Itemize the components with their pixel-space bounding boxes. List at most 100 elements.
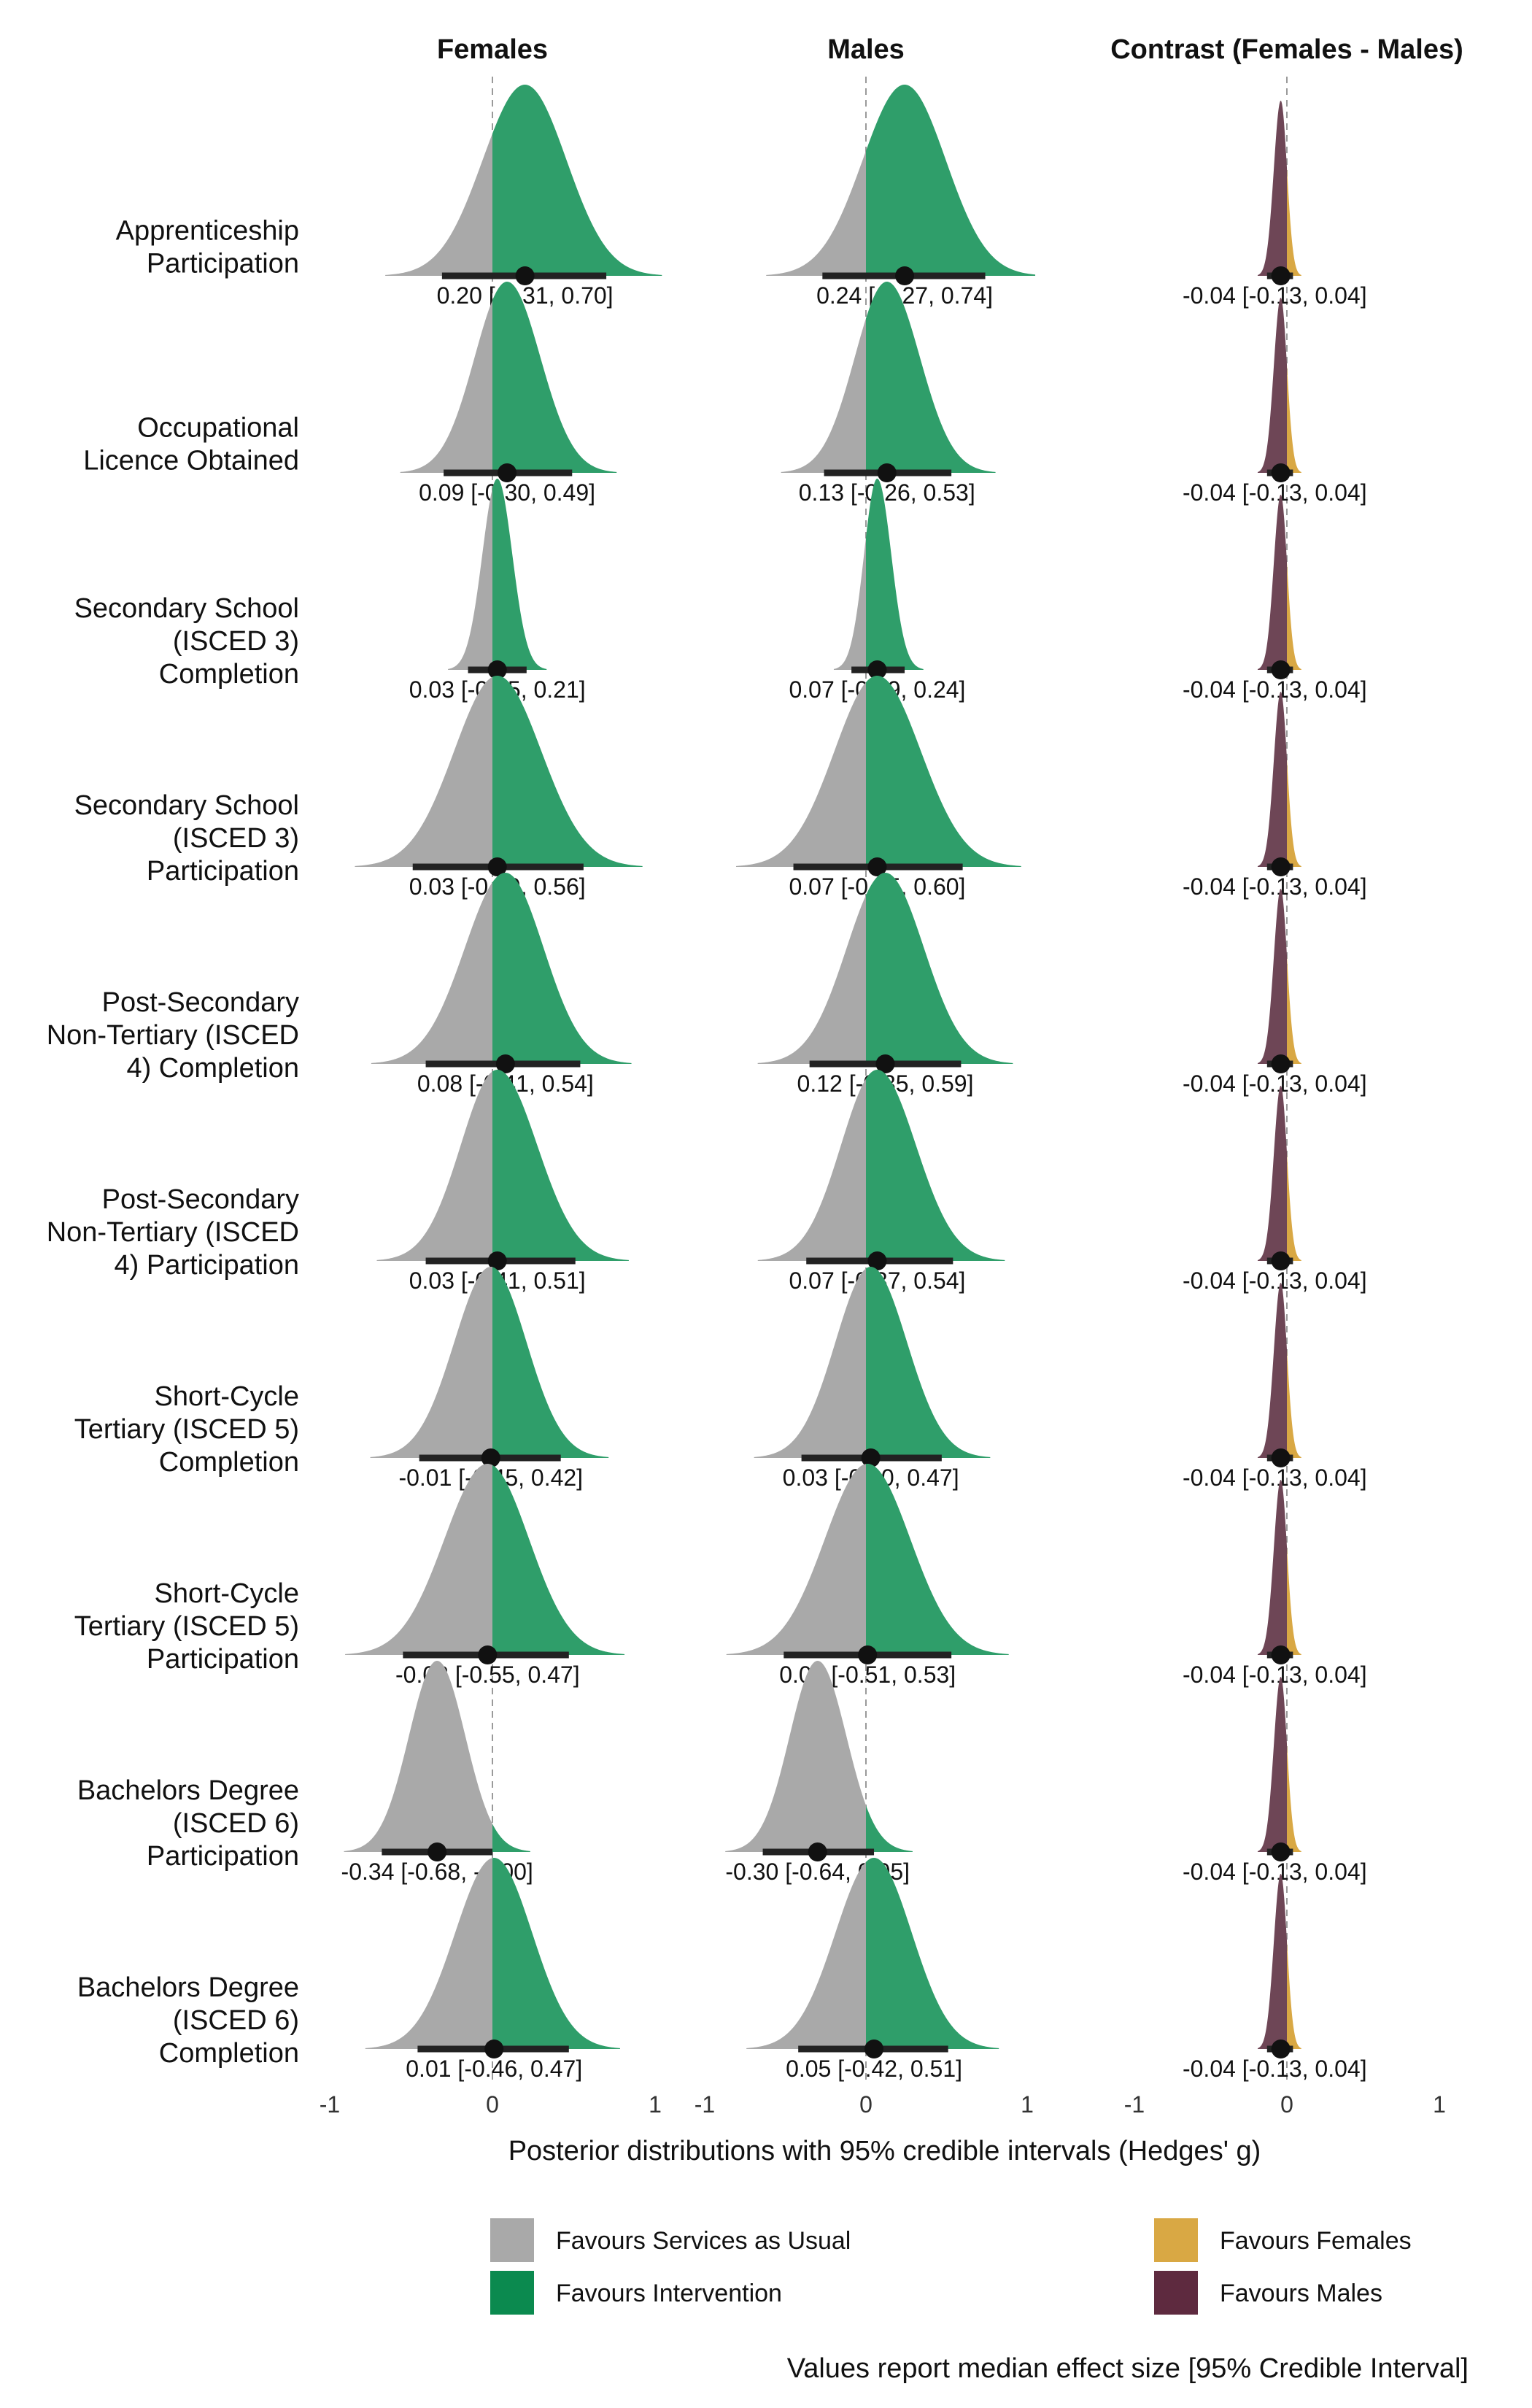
contrast-estimate-label: -0.04 [-0.13, 0.04]: [1183, 282, 1367, 309]
contrast-median-point: [1271, 857, 1291, 876]
males-median-point: [867, 1251, 887, 1270]
females-median-point: [495, 1054, 515, 1073]
row-label-line: Bachelors Degree: [77, 1775, 299, 1806]
row-label-line: Participation: [147, 249, 299, 279]
females-density-below-zero: [365, 1858, 492, 2049]
panel-title-males: Males: [827, 34, 905, 65]
contrast-median-point: [1271, 660, 1291, 679]
females-estimate-label: 0.01 [-0.46, 0.47]: [406, 2056, 582, 2082]
contrast-x-tick-label: 1: [1433, 2091, 1446, 2118]
row-group: Short-Cycle Tertiary (ISCED 5) Participati…: [74, 1464, 1367, 1688]
row-label: Occupational Licence Obtained: [83, 413, 299, 476]
males-density-below-zero: [766, 150, 866, 276]
females-density-below-zero: [355, 676, 492, 867]
contrast-density-above-zero: [1287, 167, 1301, 276]
contrast-density-below-zero: [1257, 1677, 1287, 1852]
contrast-density-below-zero: [1257, 495, 1287, 670]
contrast-median-point: [1271, 1645, 1291, 1664]
legend-label: Favours Females: [1220, 2227, 1412, 2255]
panel-title-females: Females: [437, 34, 548, 65]
contrast-density-above-zero: [1287, 561, 1301, 670]
row-label-line: Short-Cycle: [155, 1381, 300, 1412]
row-label: Bachelors Degree (ISCED 6) Participation: [77, 1775, 299, 1872]
females-median-point: [428, 1842, 447, 1861]
females-density-below-zero: [370, 1267, 492, 1458]
row-label-line: (ISCED 6): [173, 1808, 299, 1839]
males-median-point: [895, 266, 915, 285]
row-group: Apprenticeship Participation 0.20 [-0.31, …: [116, 85, 1367, 309]
legend-swatch: [490, 2218, 534, 2262]
females-median-point: [515, 266, 535, 285]
males-density-above-zero: [866, 85, 1036, 276]
row-label: Secondary School (ISCED 3) Participation: [74, 790, 299, 887]
females-median-point: [487, 1251, 507, 1270]
males-density-below-zero: [757, 895, 866, 1064]
row-label: Secondary School (ISCED 3) Completion: [74, 593, 299, 690]
contrast-estimate-label: -0.04 [-0.13, 0.04]: [1183, 1662, 1367, 1688]
males-median-point: [864, 2040, 884, 2058]
legend-swatch: [1154, 2271, 1198, 2315]
contrast-density-below-zero: [1257, 1086, 1287, 1261]
legend-label: Favours Intervention: [556, 2280, 782, 2307]
contrast-density-below-zero: [1257, 889, 1287, 1064]
row-label-line: Post-Secondary: [102, 987, 299, 1018]
females-density-below-zero: [345, 1464, 492, 1655]
contrast-estimate-label: -0.04 [-0.13, 0.04]: [1183, 873, 1367, 900]
contrast-median-point: [1271, 1448, 1291, 1467]
males-density-below-zero: [746, 1861, 866, 2049]
legend-swatch: [1154, 2218, 1198, 2262]
males-density-below-zero: [754, 1268, 866, 1458]
females-estimate-label: 0.09 [-0.30, 0.49]: [419, 479, 595, 506]
contrast-density-below-zero: [1257, 101, 1287, 276]
females-density-below-zero: [400, 300, 492, 473]
row-label-line: Non-Tertiary (ISCED: [47, 1217, 299, 1248]
contrast-median-point: [1271, 2040, 1291, 2058]
females-density-above-zero: [492, 1267, 609, 1458]
females-median-point: [487, 857, 507, 876]
females-density-above-zero: [492, 282, 617, 473]
contrast-median-point: [1271, 1842, 1291, 1861]
row-label: Short-Cycle Tertiary (ISCED 5) Participati…: [74, 1578, 299, 1675]
row-label-line: Secondary School: [74, 593, 299, 624]
row-label: Post-Secondary Non-Tertiary (ISCED 4) Comp…: [47, 987, 299, 1084]
row-group: Secondary School (ISCED 3) Participation 0.…: [74, 676, 1367, 900]
males-x-tick-label: 0: [859, 2091, 873, 2118]
row-group: Short-Cycle Tertiary (ISCED 5) Completion -…: [74, 1267, 1367, 1491]
males-median-point: [875, 1054, 895, 1073]
row-label-line: Apprenticeship: [116, 216, 299, 247]
row-label-line: Participation: [147, 1644, 299, 1675]
row-label-line: 4) Completion: [126, 1053, 299, 1084]
females-density-above-zero: [492, 479, 547, 670]
females-x-tick-label: -1: [320, 2091, 340, 2118]
row-label-line: (ISCED 3): [173, 823, 299, 854]
females-density-above-zero: [492, 1824, 530, 1852]
row-label-line: Short-Cycle: [155, 1578, 300, 1609]
males-density-below-zero: [726, 1464, 866, 1655]
contrast-x-tick-label: -1: [1124, 2091, 1145, 2118]
contrast-median-point: [1271, 463, 1291, 482]
males-estimate-label: 0.05 [-0.42, 0.51]: [786, 2056, 962, 2082]
contrast-density-above-zero: [1287, 1546, 1301, 1655]
males-median-point: [858, 1645, 878, 1664]
females-density-below-zero: [376, 1071, 492, 1261]
males-x-tick-label: 1: [1021, 2091, 1034, 2118]
contrast-estimate-label: -0.04 [-0.13, 0.04]: [1183, 1070, 1367, 1097]
females-x-tick-label: 1: [649, 2091, 662, 2118]
males-median-point: [867, 857, 887, 876]
males-density-below-zero: [735, 682, 866, 867]
females-density-above-zero: [492, 873, 632, 1064]
row-label-line: 4) Participation: [115, 1250, 299, 1281]
row-label-line: Completion: [159, 659, 299, 690]
females-density-below-zero: [344, 1661, 492, 1852]
contrast-x-tick-label: 0: [1280, 2091, 1293, 2118]
row-label-line: Tertiary (ISCED 5): [74, 1611, 299, 1642]
males-density-below-zero: [725, 1661, 866, 1852]
males-density-above-zero: [866, 873, 1013, 1064]
legend-label: Favours Services as Usual: [556, 2227, 851, 2255]
contrast-density-below-zero: [1257, 1283, 1287, 1458]
males-median-point: [861, 1448, 881, 1467]
row-label-line: (ISCED 3): [173, 626, 299, 657]
females-density-above-zero: [492, 1858, 620, 2049]
females-density-above-zero: [492, 1070, 629, 1261]
